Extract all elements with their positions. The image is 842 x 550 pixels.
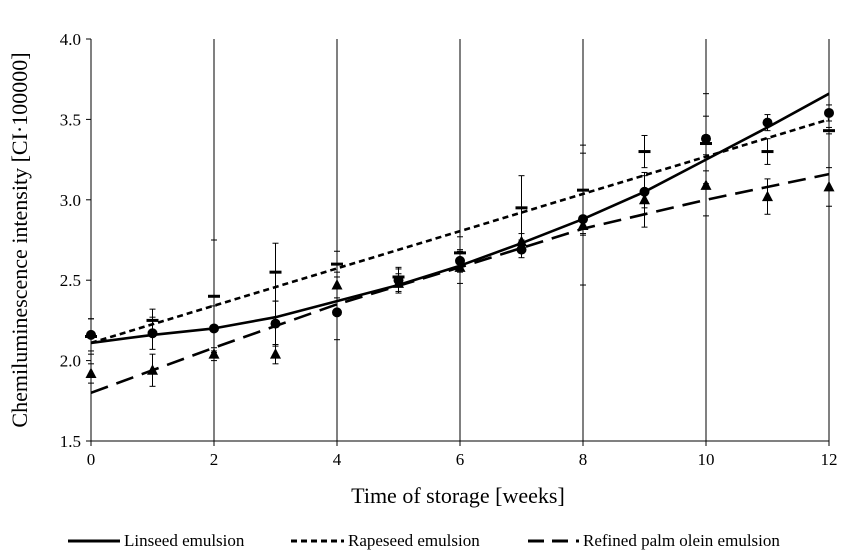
x-axis-title: Time of storage [weeks]: [351, 483, 565, 508]
data-point-linseed: [270, 318, 281, 329]
x-tick-label: 6: [456, 450, 465, 469]
data-point-rapeseed: [577, 188, 589, 192]
data-point-linseed: [639, 186, 650, 197]
legend-label-linseed: Linseed emulsion: [124, 531, 245, 550]
axes: [86, 38, 830, 446]
y-tick-label: 4.0: [60, 30, 81, 49]
x-tick-label: 8: [579, 450, 588, 469]
data-point-palm-olein: [270, 348, 281, 359]
y-tick-label: 1.5: [60, 432, 81, 451]
data-point-rapeseed: [638, 150, 651, 154]
data-point-linseed: [824, 107, 834, 118]
y-tick-label: 2.5: [60, 271, 81, 290]
data-point-rapeseed: [823, 129, 835, 133]
x-tick-label: 12: [821, 450, 838, 469]
x-tick-label: 0: [87, 450, 96, 469]
data-point-rapeseed: [761, 150, 774, 154]
data-point-linseed: [578, 214, 588, 225]
data-point-rapeseed: [208, 294, 220, 298]
data-point-palm-olein: [393, 277, 404, 288]
data-point-linseed: [701, 133, 711, 144]
data-point-linseed: [516, 244, 527, 255]
data-point-palm-olein: [208, 348, 220, 359]
data-point-palm-olein: [147, 364, 158, 375]
data-point-palm-olein: [331, 279, 343, 290]
y-axis-title: Chemiluminescence intensity [CI·100000]: [7, 52, 32, 427]
legend-label-rapeseed: Rapeseed emulsion: [348, 531, 480, 550]
data-point-palm-olein: [577, 219, 589, 231]
legend-label-palm-olein: Refined palm olein emulsion: [583, 531, 780, 550]
y-tick-label: 3.5: [60, 110, 81, 129]
y-tick-label: 2.0: [60, 352, 81, 371]
data-markers: [85, 107, 835, 378]
data-point-palm-olein: [823, 180, 835, 192]
y-tick-label: 3.0: [60, 191, 81, 210]
data-point-rapeseed: [146, 318, 159, 322]
data-point-palm-olein: [516, 235, 527, 247]
data-point-rapeseed: [515, 206, 528, 210]
data-point-rapeseed: [269, 270, 282, 274]
x-tick-label: 2: [210, 450, 219, 469]
data-point-palm-olein: [762, 190, 773, 202]
data-point-palm-olein: [700, 179, 712, 190]
data-point-rapeseed: [331, 262, 343, 266]
data-point-palm-olein: [454, 261, 466, 272]
data-point-rapeseed: [700, 142, 712, 146]
legend: Linseed emulsion Rapeseed emulsion Refin…: [68, 531, 780, 550]
data-point-linseed: [762, 117, 773, 128]
data-point-linseed: [455, 255, 465, 266]
data-point-rapeseed: [454, 251, 466, 255]
data-point-linseed: [332, 307, 342, 318]
x-tick-label: 10: [698, 450, 715, 469]
data-point-linseed: [147, 328, 158, 339]
data-point-rapeseed: [392, 275, 405, 279]
data-point-linseed: [86, 329, 96, 340]
tick-labels: 0 2 4 6 8 10 12 1.5 2.0 2.5 3.0 3.5 4.0: [60, 30, 838, 469]
data-point-palm-olein: [85, 367, 97, 378]
x-tick-label: 4: [333, 450, 342, 469]
data-point-rapeseed: [85, 334, 97, 338]
data-point-palm-olein: [639, 193, 650, 205]
data-point-linseed: [209, 323, 219, 334]
